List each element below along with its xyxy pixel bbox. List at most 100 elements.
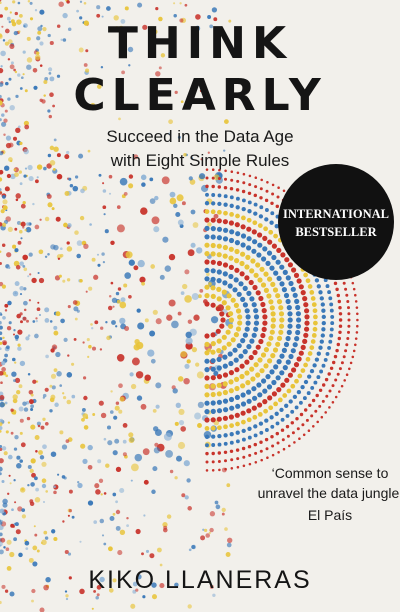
dot bbox=[321, 383, 326, 387]
dot bbox=[151, 216, 160, 225]
dot bbox=[136, 574, 142, 580]
dot bbox=[79, 16, 83, 20]
dot bbox=[128, 26, 134, 32]
dot bbox=[222, 219, 228, 225]
dot bbox=[121, 70, 125, 75]
dot bbox=[0, 209, 5, 214]
dot bbox=[196, 371, 204, 379]
dot bbox=[275, 293, 281, 299]
dot bbox=[252, 395, 258, 401]
dot bbox=[150, 358, 156, 364]
dot bbox=[16, 463, 22, 469]
dot bbox=[247, 426, 252, 431]
dot bbox=[271, 254, 277, 261]
dot bbox=[279, 407, 284, 413]
dot bbox=[228, 311, 234, 317]
dot bbox=[163, 432, 172, 441]
dot bbox=[118, 25, 124, 32]
dot bbox=[128, 183, 134, 189]
dot bbox=[235, 439, 240, 444]
dot bbox=[2, 502, 8, 508]
dot bbox=[234, 376, 240, 382]
dot bbox=[217, 460, 221, 463]
dot bbox=[331, 384, 335, 388]
dot bbox=[35, 450, 38, 453]
dot bbox=[49, 409, 53, 413]
dot bbox=[20, 203, 26, 209]
dot bbox=[223, 194, 228, 199]
dot bbox=[304, 326, 310, 332]
dot bbox=[172, 388, 178, 394]
dot bbox=[297, 373, 303, 379]
dot bbox=[252, 349, 258, 356]
dot bbox=[318, 388, 323, 393]
dot bbox=[53, 485, 56, 489]
dot bbox=[268, 335, 274, 341]
dot bbox=[226, 293, 232, 299]
dot bbox=[216, 416, 222, 422]
dot bbox=[4, 186, 10, 192]
dot bbox=[83, 1, 87, 5]
dot bbox=[222, 280, 228, 286]
dot bbox=[11, 508, 14, 512]
dot bbox=[23, 120, 29, 126]
dot bbox=[204, 409, 210, 415]
dot bbox=[318, 345, 323, 350]
dot bbox=[38, 249, 44, 255]
dot bbox=[3, 546, 6, 549]
dot bbox=[8, 474, 11, 477]
dot bbox=[205, 192, 209, 197]
dot bbox=[6, 16, 11, 21]
dot bbox=[110, 390, 113, 393]
dot bbox=[256, 382, 262, 388]
dot bbox=[17, 73, 21, 77]
dot bbox=[0, 65, 3, 68]
dot bbox=[168, 132, 171, 136]
dot bbox=[155, 71, 161, 77]
dot bbox=[22, 73, 25, 76]
dot bbox=[179, 2, 182, 5]
dot bbox=[50, 373, 57, 379]
dot bbox=[218, 468, 221, 472]
dot bbox=[253, 424, 258, 429]
dot bbox=[319, 296, 324, 301]
dot bbox=[116, 205, 121, 209]
dot bbox=[31, 599, 34, 603]
dot bbox=[136, 341, 144, 350]
dot bbox=[258, 295, 264, 302]
dot bbox=[325, 351, 330, 356]
dot bbox=[229, 423, 234, 428]
dot bbox=[20, 221, 26, 227]
dot-pattern bbox=[0, 0, 359, 612]
dot bbox=[207, 151, 210, 154]
dot bbox=[263, 408, 268, 414]
dot bbox=[258, 214, 264, 219]
dot bbox=[174, 90, 178, 95]
dot bbox=[169, 197, 177, 205]
dot bbox=[292, 292, 298, 298]
badge-text: INTERNATIONAL bbox=[283, 207, 389, 221]
dot bbox=[223, 185, 228, 190]
dot bbox=[267, 395, 273, 401]
dot bbox=[14, 377, 21, 383]
dot bbox=[17, 346, 22, 351]
dot bbox=[73, 337, 77, 341]
dot bbox=[210, 425, 216, 431]
dot bbox=[197, 294, 202, 299]
dot bbox=[325, 394, 329, 398]
dot bbox=[260, 282, 267, 288]
dot bbox=[69, 183, 74, 188]
dot bbox=[226, 341, 232, 347]
dot bbox=[1, 360, 6, 366]
dot bbox=[278, 329, 284, 335]
dot bbox=[184, 269, 190, 275]
dot bbox=[280, 417, 285, 422]
dot bbox=[294, 405, 299, 410]
dot bbox=[66, 150, 70, 155]
dot bbox=[186, 478, 191, 483]
dot bbox=[204, 333, 210, 339]
dot bbox=[191, 292, 199, 301]
dot bbox=[0, 458, 4, 464]
dot bbox=[281, 287, 287, 293]
dot bbox=[235, 188, 240, 192]
